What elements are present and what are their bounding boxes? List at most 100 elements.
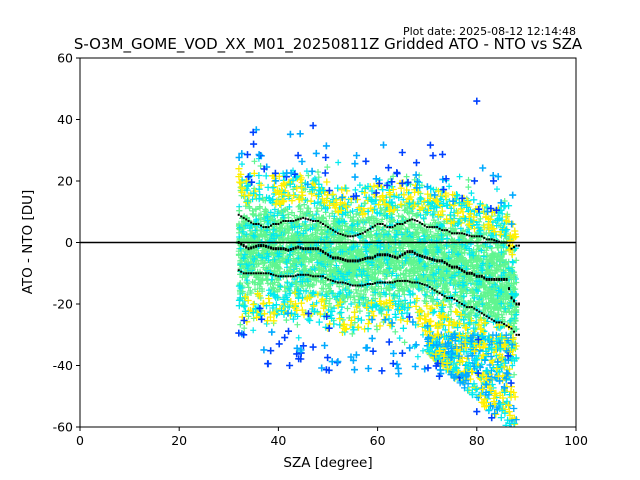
scatter-point (431, 202, 439, 210)
scatter-point (434, 249, 441, 256)
scatter-point (319, 229, 326, 236)
scatter-point (273, 293, 281, 301)
scatter-point (442, 191, 450, 199)
scatter-point (497, 289, 504, 295)
scatter-point (413, 295, 421, 302)
scatter-point (389, 284, 396, 291)
scatter-point (362, 287, 369, 293)
scatter-point (288, 281, 295, 288)
scatter-point (310, 302, 318, 310)
scatter-point (367, 204, 375, 212)
scatter-point (344, 276, 351, 283)
scatter-point (253, 314, 261, 321)
scatter-point (411, 201, 419, 209)
scatter-point (250, 327, 257, 334)
scatter-point (299, 278, 306, 285)
scatter-point (509, 268, 516, 274)
scatter-point (331, 234, 338, 241)
scatter-point (466, 251, 473, 258)
scatter-point (486, 280, 493, 287)
scatter-point (313, 236, 320, 243)
scatter-point (347, 321, 355, 329)
scatter-point (375, 201, 383, 209)
scatter-point (396, 259, 403, 266)
scatter-point (470, 324, 478, 332)
scatter-point (249, 196, 256, 203)
scatter-point (390, 217, 396, 224)
scatter-point (382, 291, 389, 298)
scatter-point (303, 225, 310, 232)
scatter-point (305, 205, 312, 212)
scatter-point (442, 282, 448, 289)
scatter-point (364, 183, 372, 190)
scatter-point (460, 287, 467, 294)
scatter-point (454, 324, 462, 331)
scatter-point (334, 184, 342, 192)
scatter-point (344, 305, 351, 312)
scatter-point (250, 232, 257, 239)
scatter-point (256, 212, 263, 219)
scatter-point (342, 325, 349, 333)
scatter-point (298, 261, 305, 268)
scatter-point (386, 285, 393, 292)
scatter-point (498, 300, 505, 307)
scatter-point (276, 282, 283, 289)
scatter-point (322, 259, 329, 266)
scatter-point (326, 231, 333, 237)
scatter-point (415, 233, 422, 240)
scatter-point (459, 282, 466, 289)
scatter-point (332, 269, 339, 276)
scatter-point (286, 251, 293, 258)
scatter-point (406, 291, 414, 299)
scatter-point (460, 293, 467, 300)
scatter-point (494, 293, 501, 299)
scatter-point (237, 179, 245, 187)
scatter-point (247, 254, 254, 261)
scatter-point (298, 195, 306, 203)
scatter-point (301, 267, 308, 274)
scatter-point (399, 248, 406, 255)
scatter-point (392, 328, 399, 335)
scatter-point (434, 230, 441, 237)
scatter-point (437, 307, 445, 315)
scatter-point (250, 189, 258, 197)
scatter-point (386, 265, 393, 272)
scatter-point (389, 270, 396, 277)
scatter-point (336, 298, 344, 306)
scatter-point (257, 181, 265, 189)
scatter-point (360, 268, 367, 275)
scatter-point (249, 210, 256, 217)
scatter-point (246, 205, 253, 212)
scatter-point (246, 262, 253, 269)
scatter-point (480, 282, 487, 289)
scatter-point (445, 289, 451, 296)
scatter-point (398, 231, 405, 238)
scatter-point (349, 262, 356, 269)
scatter-point (476, 298, 483, 305)
scatter-point (237, 321, 244, 328)
scatter-point (324, 164, 331, 171)
scatter-point (256, 191, 264, 199)
scatter-point (368, 187, 376, 195)
scatter-point (342, 286, 349, 293)
scatter-point (298, 306, 306, 314)
scatter-point (388, 214, 395, 221)
scatter-point (502, 213, 510, 221)
scatter-point (355, 323, 362, 331)
scatter-point (351, 313, 358, 321)
scatter-point (248, 265, 255, 272)
scatter-point (288, 197, 296, 205)
scatter-point (332, 251, 339, 258)
scatter-point (338, 304, 345, 311)
scatter-point (403, 309, 411, 317)
scatter-point (259, 195, 266, 202)
scatter-point (474, 242, 481, 249)
scatter-point (311, 265, 318, 272)
scatter-point (259, 254, 266, 261)
scatter-point (450, 225, 456, 232)
scatter-point (326, 300, 333, 307)
scatter-point (440, 290, 447, 297)
scatter-point (413, 276, 420, 283)
scatter-point (510, 276, 517, 282)
plot-area (80, 97, 576, 427)
